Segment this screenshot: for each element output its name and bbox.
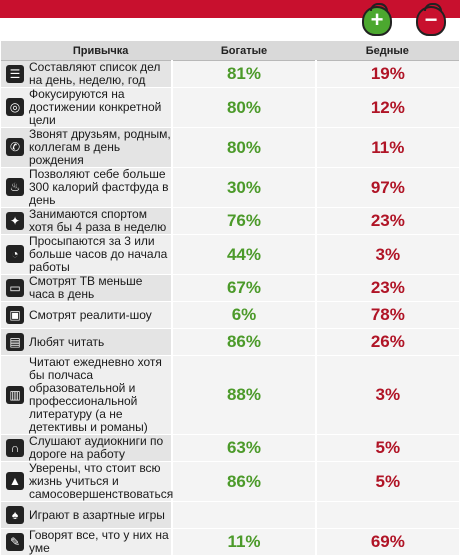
spade-icon: ♠	[6, 505, 24, 524]
table-row: ▥ Читают ежедневно хотя бы полчаса образо…	[1, 355, 459, 435]
poor-percent: 26%	[314, 328, 459, 356]
table-row: ◔ Просыпаются за 3 или больше часов до на…	[1, 234, 459, 275]
row-icon-cell: ✎	[1, 528, 29, 556]
top-banner-divider	[0, 18, 460, 21]
rich-percent: 6%	[171, 301, 316, 329]
header-rich: Богатые	[172, 41, 316, 61]
rich-percent: 63%	[171, 434, 316, 462]
table-row: ▤ Любят читать 86% 26%	[1, 328, 459, 356]
top-banner	[0, 0, 460, 18]
tv-icon: ▭	[6, 278, 24, 297]
rich-percent: 11%	[171, 528, 316, 556]
row-icon-cell: ♨	[1, 167, 29, 208]
row-icon-cell: ▭	[1, 274, 29, 302]
poor-percent: 69%	[314, 528, 459, 556]
rich-percent: 67%	[171, 274, 316, 302]
rich-percent: 80%	[171, 87, 316, 128]
rich-percent	[171, 501, 316, 529]
row-icon-cell: ◎	[1, 87, 29, 128]
rich-percent: 81%	[171, 60, 316, 88]
poor-percent: 5%	[314, 434, 459, 462]
header-habit: Привычка	[29, 41, 173, 61]
habit-text: Любят читать	[29, 328, 173, 356]
table-row: ✎ Говорят все, что у них на уме 11% 69%	[1, 528, 459, 556]
poor-money-bag-icon: −	[416, 3, 446, 36]
rich-money-bag-icon: +	[362, 3, 392, 36]
table-row: ✦ Занимаются спортом хотя бы 4 раза в нед…	[1, 207, 459, 235]
row-icon-cell: ▲	[1, 461, 29, 502]
plus-icon: +	[370, 7, 384, 32]
row-icon-cell: ▤	[1, 328, 29, 356]
table-row: ▲ Уверены, что стоит всю жизнь учиться и …	[1, 461, 459, 502]
poor-percent: 12%	[314, 87, 459, 128]
habit-text: Смотрят ТВ меньше часа в день	[29, 274, 173, 302]
poor-percent: 97%	[314, 167, 459, 208]
rich-percent: 88%	[171, 355, 316, 435]
target-icon: ◎	[6, 98, 24, 117]
table-row: ♠ Играют в азартные игры	[1, 501, 459, 529]
table-header-row: Привычка Богатые Бедные	[1, 41, 459, 61]
habit-text: Слушают аудиокниги по дороге на работу	[29, 434, 173, 462]
poor-percent: 11%	[314, 127, 459, 168]
poor-percent: 3%	[314, 355, 459, 435]
habit-text: Читают ежедневно хотя бы полчаса образов…	[29, 355, 173, 435]
graduation-cap-icon: ▲	[6, 472, 24, 491]
rich-percent: 76%	[171, 207, 316, 235]
table-row: ☰ Составляют список дел на день, неделю, …	[1, 60, 459, 88]
table-row: ◎ Фокусируются на достижении конкретной ц…	[1, 87, 459, 128]
header-icon-cell	[1, 41, 29, 61]
poor-percent: 19%	[314, 60, 459, 88]
headphones-icon: ∩	[6, 438, 24, 457]
book-icon: ▤	[6, 332, 24, 351]
habit-text: Просыпаются за 3 или больше часов до нач…	[29, 234, 173, 275]
open-book-icon: ▥	[6, 385, 24, 404]
fastfood-icon: ♨	[6, 178, 24, 197]
row-icon-cell: ▣	[1, 301, 29, 329]
rich-percent: 86%	[171, 461, 316, 502]
poor-percent: 78%	[314, 301, 459, 329]
table-row: ♨ Позволяют себе больше 300 калорий фастф…	[1, 167, 459, 208]
header-poor: Бедные	[315, 41, 459, 61]
row-icon-cell: ✆	[1, 127, 29, 168]
row-icon-cell: ◔	[1, 234, 29, 275]
habit-text: Звонят друзьям, родным, коллегам в день …	[29, 127, 173, 168]
poor-percent: 5%	[314, 461, 459, 502]
rich-percent: 80%	[171, 127, 316, 168]
poor-percent	[314, 501, 459, 529]
row-icon-cell: ✦	[1, 207, 29, 235]
rich-percent: 86%	[171, 328, 316, 356]
habit-text: Играют в азартные игры	[29, 501, 173, 529]
habit-text: Составляют список дел на день, неделю, г…	[29, 60, 173, 88]
row-icon-cell: ▥	[1, 355, 29, 435]
habit-text: Занимаются спортом хотя бы 4 раза в неде…	[29, 207, 173, 235]
phone-icon: ✆	[6, 138, 24, 157]
minus-icon: −	[424, 7, 438, 32]
alarm-clock-icon: ◔	[6, 245, 24, 264]
row-icon-cell: ♠	[1, 501, 29, 529]
poor-percent: 23%	[314, 207, 459, 235]
poor-percent: 23%	[314, 274, 459, 302]
running-icon: ✦	[6, 211, 24, 230]
table-row: ▣ Смотрят реалити-шоу 6% 78%	[1, 301, 459, 329]
reality-tv-icon: ▣	[6, 305, 24, 324]
table-row: ∩ Слушают аудиокниги по дороге на работу 6…	[1, 434, 459, 462]
habit-text: Уверены, что стоит всю жизнь учиться и с…	[29, 461, 174, 502]
poor-percent: 3%	[314, 234, 459, 275]
row-icon-cell: ∩	[1, 434, 29, 462]
table-row: ✆ Звонят друзьям, родным, коллегам в день…	[1, 127, 459, 168]
rich-percent: 44%	[171, 234, 316, 275]
habit-text: Позволяют себе больше 300 калорий фастфу…	[29, 167, 173, 208]
rich-percent: 30%	[171, 167, 316, 208]
habit-text: Говорят все, что у них на уме	[29, 528, 173, 556]
habit-text: Фокусируются на достижении конкретной це…	[29, 87, 173, 128]
row-icon-cell: ☰	[1, 60, 29, 88]
table-row: ▭ Смотрят ТВ меньше часа в день 67% 23%	[1, 274, 459, 302]
habit-text: Смотрят реалити-шоу	[29, 301, 173, 329]
habits-table: Привычка Богатые Бедные ☰ Составляют спис…	[1, 41, 459, 556]
list-icon: ☰	[6, 64, 24, 83]
speech-icon: ✎	[6, 532, 24, 551]
